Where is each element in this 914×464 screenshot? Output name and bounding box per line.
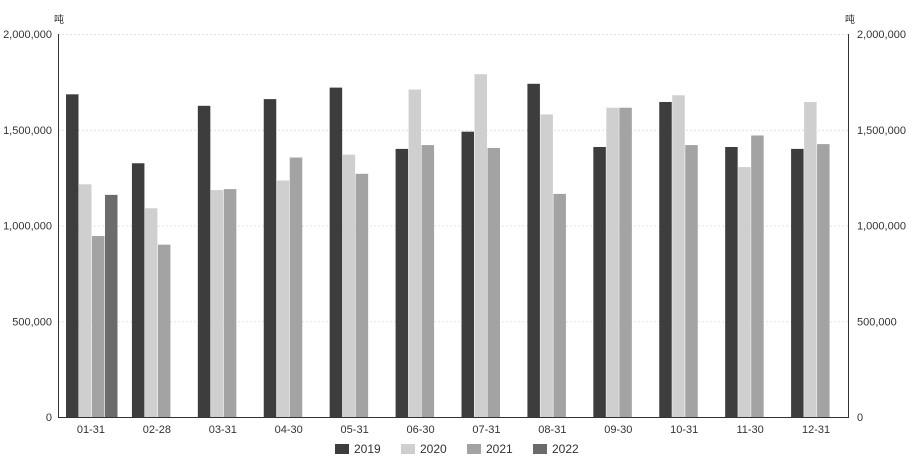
x-tick-label: 07-31 — [472, 424, 500, 436]
legend-swatch-2020 — [401, 444, 415, 454]
bar-2021-07-31 — [487, 147, 500, 417]
bar-2021-04-30 — [289, 157, 303, 417]
bar-2020-03-31 — [210, 190, 224, 417]
bar-2019-03-31 — [197, 105, 211, 417]
bar-2020-07-31 — [474, 74, 487, 417]
bar-2021-05-31 — [355, 173, 369, 417]
bar-2020-11-30 — [738, 167, 751, 417]
bar-2019-01-31 — [66, 94, 79, 417]
y-tick-label-left: 1,000,000 — [3, 221, 52, 233]
bar-2019-10-31 — [659, 101, 672, 418]
bar-2019-04-30 — [263, 99, 277, 418]
y-tick-label-right: 1,500,000 — [857, 125, 906, 137]
bar-2021-08-31 — [553, 193, 566, 417]
x-tick-label: 08-31 — [538, 424, 566, 436]
x-tick-label: 06-30 — [406, 424, 434, 436]
bar-2020-08-31 — [540, 114, 553, 418]
bar-2021-12-31 — [817, 144, 830, 418]
bar-2019-05-31 — [329, 87, 343, 418]
bar-2019-11-30 — [725, 146, 738, 418]
x-tick-label: 11-30 — [736, 424, 763, 436]
y-tick-label-left: 500,000 — [12, 316, 52, 328]
y-tick-label-right: 2,000,000 — [857, 29, 906, 41]
x-tick-label: 03-31 — [209, 424, 237, 436]
bar-2020-04-30 — [276, 180, 290, 417]
bar-2020-10-31 — [672, 95, 685, 417]
legend-label-2022: 2022 — [552, 442, 579, 456]
legend: 2019 2020 2021 2022 — [335, 442, 579, 456]
bar-2019-02-28 — [131, 163, 145, 417]
bar-2021-06-30 — [421, 145, 435, 417]
bar-2021-03-31 — [223, 189, 237, 417]
bar-2019-09-30 — [593, 146, 606, 418]
y-ticks-right: 0 500,000 1,000,000 1,500,000 2,000,000 — [857, 29, 906, 424]
legend-label-2021: 2021 — [486, 442, 513, 456]
bar-2021-01-31 — [92, 236, 105, 417]
legend-label-2019: 2019 — [354, 442, 381, 456]
bar-2020-02-28 — [144, 208, 158, 417]
legend-swatch-2022 — [533, 444, 547, 454]
x-tick-label: 12-31 — [802, 424, 830, 436]
x-tick-label: 05-31 — [341, 424, 369, 436]
bar-2020-12-31 — [804, 101, 817, 418]
x-ticks: 01-31 02-28 03-31 04-30 05-31 06-30 07-31 08-31… — [77, 424, 830, 436]
y-tick-label-left: 0 — [46, 412, 52, 424]
y-tick-label-right: 1,000,000 — [857, 221, 906, 233]
x-tick-label: 01-31 — [77, 424, 105, 436]
bar-2021-11-30 — [751, 135, 764, 417]
bar-2020-01-31 — [79, 184, 92, 417]
y-tick-label-left: 2,000,000 — [3, 29, 52, 41]
bar-2019-06-30 — [395, 148, 409, 417]
bars-group — [66, 74, 830, 418]
x-tick-label: 04-30 — [275, 424, 303, 436]
bar-2020-05-31 — [342, 154, 356, 417]
y-tick-label-left: 1,500,000 — [3, 125, 52, 137]
bar-2021-02-28 — [157, 244, 171, 417]
bar-2021-10-31 — [685, 145, 698, 417]
bar-2020-09-30 — [606, 107, 619, 417]
bar-2020-06-30 — [408, 89, 422, 417]
bar-2022-01-31 — [105, 194, 118, 417]
x-tick-label: 02-28 — [143, 424, 171, 436]
y-tick-label-right: 500,000 — [857, 316, 897, 328]
bar-2019-07-31 — [461, 131, 474, 418]
legend-swatch-2019 — [335, 444, 349, 454]
bar-2019-12-31 — [791, 148, 804, 417]
bar-2021-09-30 — [619, 107, 632, 417]
bar-2019-08-31 — [527, 83, 540, 417]
y-tick-label-right: 0 — [857, 412, 863, 424]
y-unit-left: 吨 — [54, 13, 64, 26]
legend-swatch-2021 — [467, 444, 481, 454]
x-tick-label: 09-30 — [604, 424, 632, 436]
y-unit-right: 吨 — [845, 13, 855, 26]
legend-label-2020: 2020 — [420, 442, 447, 456]
x-tick-label: 10-31 — [670, 424, 698, 436]
y-ticks-left: 0 500,000 1,000,000 1,500,000 2,000,000 — [3, 29, 52, 424]
